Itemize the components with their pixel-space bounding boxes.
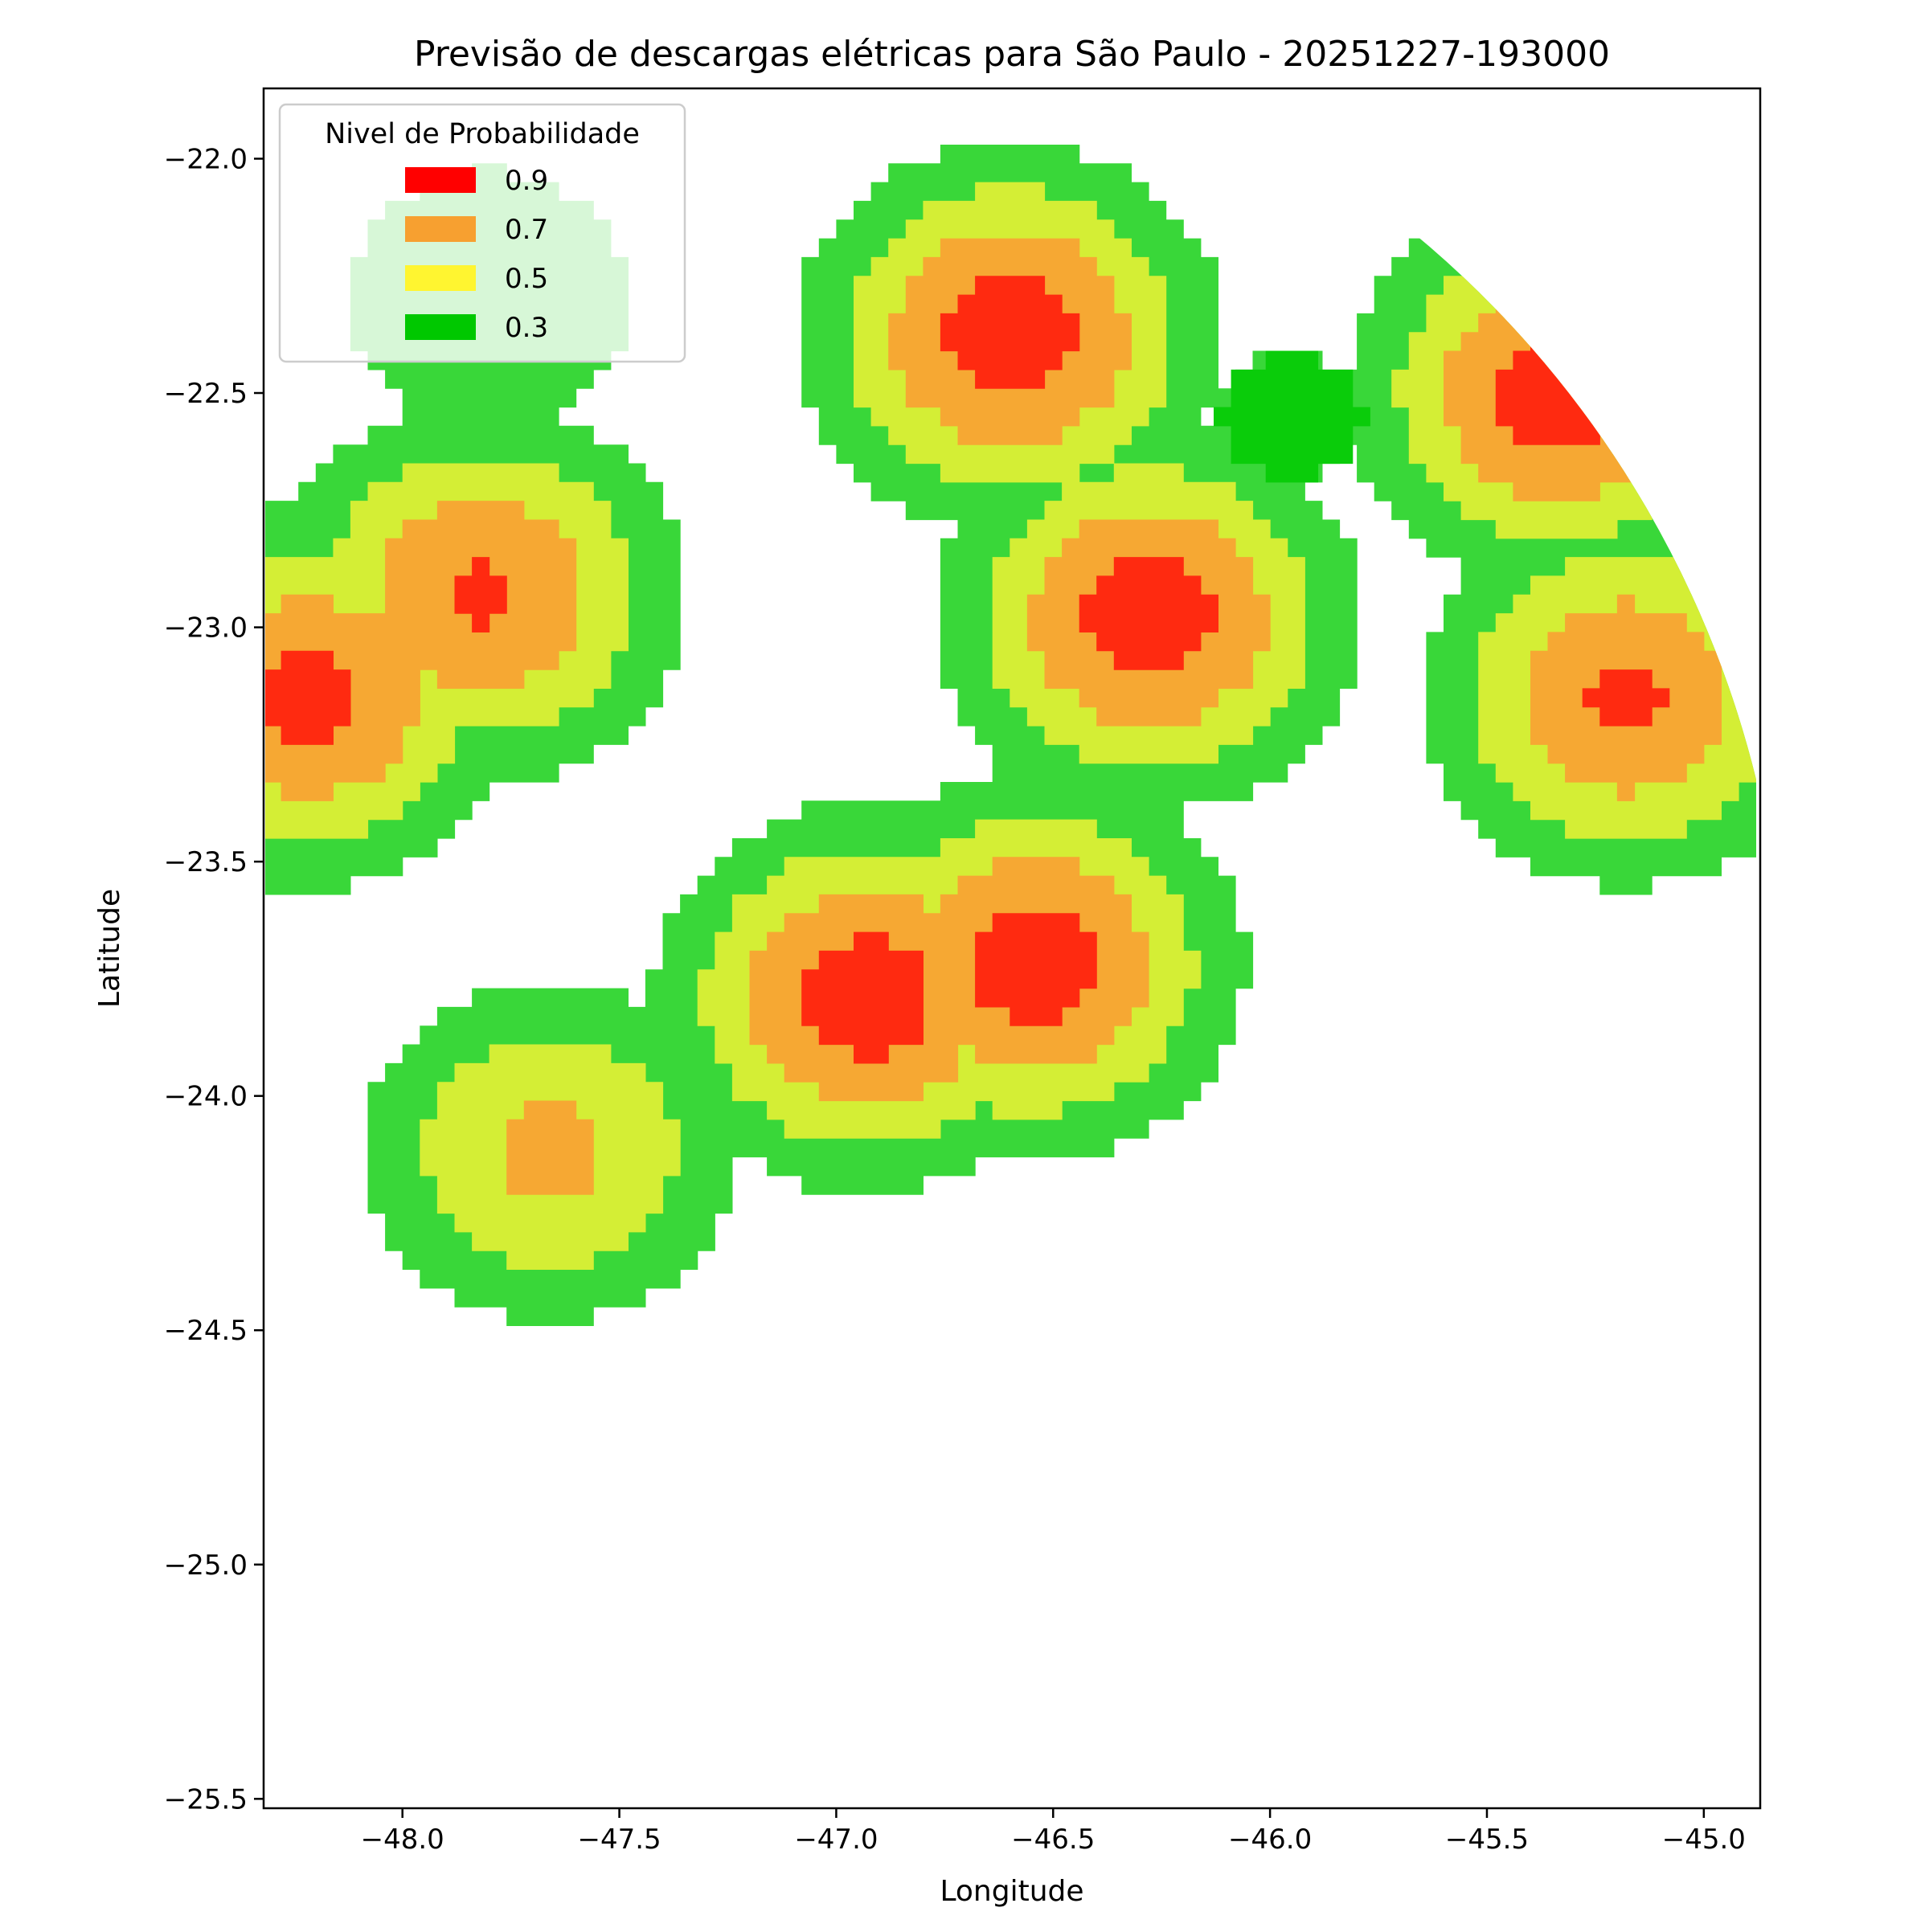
chart-title: Previsão de descargas elétricas para São… <box>414 34 1610 75</box>
x-tick-label: −45.0 <box>1662 1824 1746 1856</box>
legend-swatch <box>405 167 476 193</box>
legend-label: 0.7 <box>505 214 548 246</box>
plot-frame <box>262 87 1762 1810</box>
legend-label: 0.9 <box>505 165 548 197</box>
y-tick-label: −23.0 <box>164 612 248 645</box>
contour-level-0-3 <box>265 145 1756 1326</box>
legend-swatch <box>405 216 476 242</box>
contour-level-0-9 <box>265 276 1670 1064</box>
x-tick-label: −46.5 <box>1011 1824 1095 1856</box>
x-axis-label: Longitude <box>940 1875 1083 1908</box>
y-tick-label: −25.5 <box>164 1783 248 1815</box>
legend-label: 0.5 <box>505 263 548 295</box>
x-tick-label: −47.5 <box>577 1824 661 1856</box>
legend: Nivel de Probabilidade 0.9 0.7 0.5 0.3 <box>278 103 686 363</box>
contour-core <box>1214 350 1370 483</box>
legend-swatch <box>405 265 476 291</box>
y-tick-label: −22.0 <box>164 143 248 175</box>
y-tick-label: −24.0 <box>164 1081 248 1113</box>
legend-title: Nivel de Probabilidade <box>325 118 640 150</box>
x-tick-label: −45.5 <box>1445 1824 1529 1856</box>
y-tick-label: −23.5 <box>164 846 248 878</box>
y-tick-label: −25.0 <box>164 1549 248 1582</box>
y-tick-label: −22.5 <box>164 378 248 410</box>
y-axis: −22.0 −22.5 −23.0 −23.5 −24.0 −24.5 −25.0 −25.5 <box>164 143 264 1815</box>
x-tick-label: −48.0 <box>361 1824 444 1856</box>
x-axis: −48.0 −47.5 −47.0 −46.5 −46.0 −45.5 −45.0 <box>361 1808 1746 1856</box>
legend-swatch <box>405 314 476 340</box>
x-tick-label: −46.0 <box>1228 1824 1312 1856</box>
y-tick-label: −24.5 <box>164 1315 248 1347</box>
x-tick-label: −47.0 <box>794 1824 878 1856</box>
y-axis-label: Latitude <box>93 889 126 1008</box>
legend-box <box>278 103 686 363</box>
legend-label: 0.3 <box>505 312 548 344</box>
